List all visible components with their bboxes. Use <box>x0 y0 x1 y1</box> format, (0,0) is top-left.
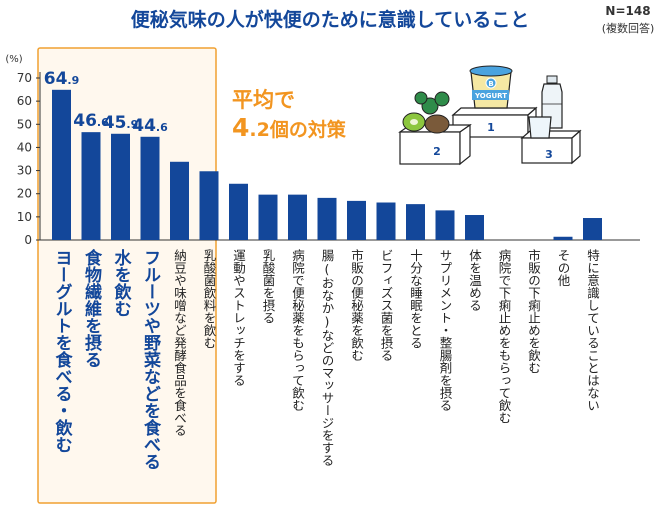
category-labels: ヨーグルトを食べる・飲む 食物繊維を摂る 水を飲む フルーツや野菜などを食べる 納豆や味… <box>52 248 601 470</box>
bar <box>288 194 307 240</box>
highlight-line2: 4.2個の対策 <box>232 113 347 142</box>
podium-3-side <box>571 129 581 165</box>
yogurt-text: YOGURT <box>474 92 507 100</box>
category-label: 水を飲む <box>111 248 133 317</box>
y-tick-label: 50 <box>17 117 32 131</box>
kiwi-core <box>410 119 418 125</box>
bar <box>583 218 602 240</box>
bar <box>229 183 248 240</box>
data-label: 46.6 <box>73 111 109 131</box>
podium-2-front <box>399 131 461 165</box>
category-label: サプリメント・整腸剤を摂る <box>438 249 453 412</box>
podium-2-side <box>459 123 471 166</box>
y-tick-label: 40 <box>17 140 32 154</box>
category-label: 病院で下痢止めをもらって飲む <box>497 248 512 424</box>
category-label: 市販の便秘薬を飲む <box>349 248 364 362</box>
category-label: 乳酸菌を摂る <box>261 249 276 324</box>
category-label: 運動やストレッチをする <box>231 249 246 387</box>
bar <box>52 89 71 240</box>
bar <box>317 197 337 240</box>
sample-note: (複数回答) <box>602 21 655 35</box>
category-label: フルーツや野菜などを食べる <box>140 249 162 470</box>
kiwi-whole-icon <box>424 114 450 134</box>
category-label: 十分な睡眠をとる <box>408 249 423 349</box>
bar <box>435 210 455 240</box>
y-tick-label: 30 <box>17 164 32 178</box>
greens-icon-2 <box>434 91 450 107</box>
podium-label-3: 3 <box>545 148 553 161</box>
bar <box>347 200 366 240</box>
bars-group: 64.9 46.645.944.6 <box>44 69 602 240</box>
category-label: 体を温める <box>467 249 482 312</box>
y-axis: 0 10 20 30 40 50 60 70 <box>17 71 640 247</box>
bar <box>170 161 189 240</box>
y-tick-label: 10 <box>17 210 32 224</box>
bottle-cap-icon <box>546 75 558 84</box>
illustration: 1 2 3 B YOGURT <box>398 65 582 166</box>
category-label: ビフィズス菌を摂る <box>379 249 394 362</box>
bar <box>140 136 160 240</box>
y-tick-label: 60 <box>17 94 32 108</box>
y-tick-label: 20 <box>17 187 32 201</box>
category-label: 市販の下痢止めを飲む <box>526 248 541 374</box>
category-label: 乳酸菌飲料を飲む <box>202 249 217 349</box>
podium-1 <box>451 107 538 116</box>
data-label: 64.9 <box>44 69 80 89</box>
bar <box>376 202 396 240</box>
category-label: 特に意識していることはない <box>585 248 600 412</box>
data-label: 44.6 <box>132 116 168 136</box>
bar <box>81 132 101 240</box>
highlight-line1: 平均で <box>232 88 295 112</box>
y-tick-label: 0 <box>24 233 32 247</box>
podium-label-2: 2 <box>433 145 441 158</box>
podium-label-1: 1 <box>487 121 495 134</box>
yogurt-band <box>472 90 509 100</box>
bar <box>199 171 219 240</box>
bar <box>258 194 278 240</box>
bar <box>406 204 425 240</box>
greens-icon-3 <box>414 91 428 105</box>
sample-size: N=148 <box>605 4 650 18</box>
chart-title: 便秘気味の人が快便のために意識していること <box>131 8 529 31</box>
y-axis-unit: (%) <box>5 54 22 65</box>
highlight-number: 4 <box>232 113 249 142</box>
bar <box>465 215 484 240</box>
category-label: 病院で便秘薬をもらって飲む <box>290 248 305 412</box>
data-label: 45.9 <box>103 113 139 133</box>
highlight-text: .2個の対策 <box>249 118 346 141</box>
yogurt-lid-icon <box>469 65 513 77</box>
glass-icon <box>528 116 552 139</box>
category-label: 納豆や味噌など発酵食品を食べる <box>172 249 187 437</box>
yogurt-badge-icon <box>485 77 497 89</box>
y-tick-label: 70 <box>17 71 32 85</box>
category-label: その他 <box>556 249 571 287</box>
category-label: ヨーグルトを食べる・飲む <box>52 249 74 453</box>
category-label: 食物繊維を摂る <box>81 248 102 368</box>
bar <box>111 133 130 240</box>
category-label: 腸(おなか)などのマッサージをする <box>320 249 335 467</box>
yogurt-badge: B <box>488 80 493 88</box>
bar <box>553 236 573 240</box>
